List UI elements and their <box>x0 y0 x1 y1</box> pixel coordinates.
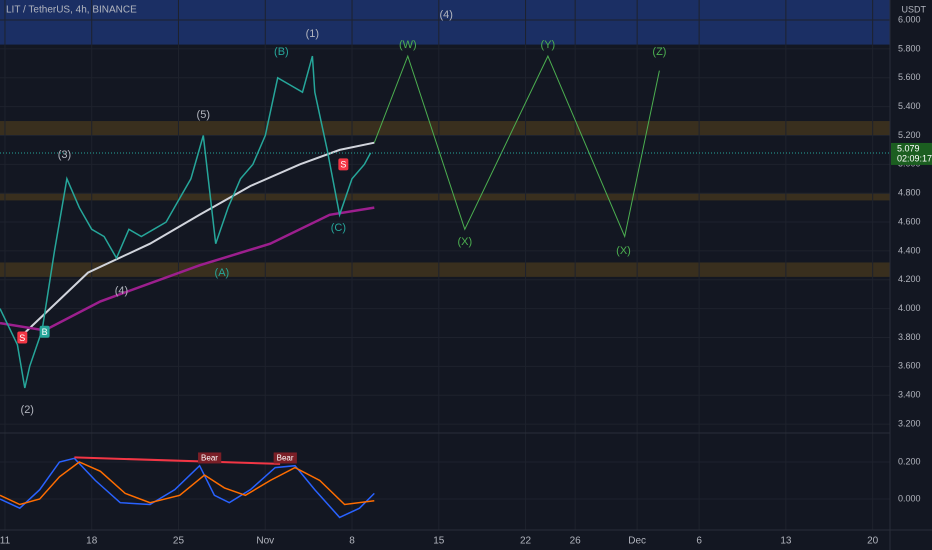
y-tick-label: 5.400 <box>898 101 921 111</box>
signal-badge <box>17 331 28 344</box>
y-tick-label: 4.400 <box>898 245 921 255</box>
wave-label: Bear <box>277 453 294 462</box>
x-tick-label: 13 <box>780 536 792 547</box>
wave-label: (2) <box>21 404 34 416</box>
series-line <box>74 456 281 465</box>
y-tick-label: 3.200 <box>898 418 921 428</box>
wave-label: (4) <box>440 9 453 21</box>
y-tick-label: 5.200 <box>898 130 921 140</box>
wave-label: (4) <box>115 285 128 297</box>
y-tick-label: 6.000 <box>898 14 921 24</box>
wave-label: (1) <box>306 28 319 40</box>
wave-label: (Z) <box>652 46 666 58</box>
x-tick-label: 26 <box>570 536 582 547</box>
zone <box>0 193 890 201</box>
signal-text: B <box>42 327 48 337</box>
x-tick-label: Dec <box>628 536 646 547</box>
y-tick-label: 4.200 <box>898 274 921 284</box>
bear-badge <box>198 452 222 464</box>
y-tick-label: 0.000 <box>898 493 921 503</box>
wave-label: (C) <box>331 222 346 234</box>
bear-badge <box>273 452 297 464</box>
x-tick-label: 6 <box>696 536 702 547</box>
series-line <box>0 461 375 506</box>
series-line <box>373 54 660 239</box>
signal-text: S <box>340 160 346 170</box>
wave-label: (B) <box>274 46 289 58</box>
wave-label: (Y) <box>541 39 556 51</box>
wave-label: (A) <box>215 267 230 279</box>
signal-badge <box>338 158 349 171</box>
wave-label: Bear <box>201 453 218 462</box>
y-tick-label: 4.600 <box>898 216 921 226</box>
series-line <box>0 55 372 389</box>
wave-label: (3) <box>58 149 71 161</box>
y-tick-label: 3.400 <box>898 390 921 400</box>
wave-label: (X) <box>616 245 631 257</box>
signal-text: S <box>19 333 25 343</box>
series-line <box>0 457 375 519</box>
zone <box>0 0 890 45</box>
countdown: 02:09:17 <box>897 153 932 163</box>
last-price-box <box>891 142 932 165</box>
y-tick-label: 0.200 <box>898 456 921 466</box>
wave-label: (5) <box>197 109 210 121</box>
symbol-header: LIT / TetherUS, 4h, BINANCE <box>6 5 137 16</box>
y-tick-label: 3.600 <box>898 361 921 371</box>
wave-label: (X) <box>457 236 472 248</box>
zone <box>0 262 890 277</box>
x-tick-label: 18 <box>86 536 98 547</box>
x-tick-label: 11 <box>0 536 11 547</box>
x-tick-label: 8 <box>349 536 355 547</box>
wave-label: (W) <box>399 39 417 51</box>
x-tick-label: Nov <box>256 536 274 547</box>
zone <box>0 121 890 136</box>
x-tick-label: 15 <box>433 536 445 547</box>
x-tick-label: 22 <box>520 536 532 547</box>
y-tick-label: 4.800 <box>898 188 921 198</box>
y-tick-label: 5.800 <box>898 43 921 53</box>
last-price-label: 5.079 <box>897 143 920 153</box>
y-tick-label: 4.000 <box>898 303 921 313</box>
x-tick-label: 20 <box>867 536 879 547</box>
currency: USDT <box>902 4 927 14</box>
y-tick-label: 3.800 <box>898 332 921 342</box>
y-tick-label: 5.600 <box>898 72 921 82</box>
x-tick-label: 25 <box>173 536 185 547</box>
signal-badge <box>39 325 50 338</box>
series-line <box>19 141 375 339</box>
